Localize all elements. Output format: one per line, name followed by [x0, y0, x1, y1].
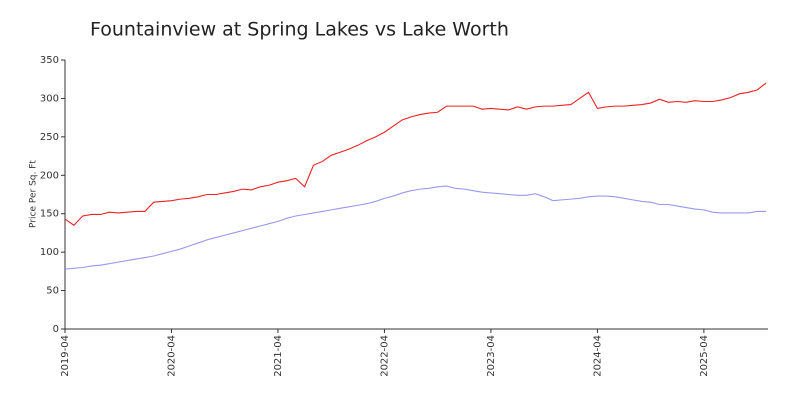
line-series [64, 185, 766, 270]
y-tick-label: 350 [40, 55, 59, 66]
x-tick-label: 2020-04 [166, 335, 177, 377]
y-tick-label: 250 [40, 132, 59, 143]
y-tick-label: 100 [40, 247, 59, 258]
chart-title: Fountainview at Spring Lakes vs Lake Wor… [90, 19, 509, 41]
y-tick-label: 50 [46, 286, 59, 297]
x-tick-label: 2022-04 [379, 335, 390, 377]
line-series [64, 82, 767, 226]
y-tick-label: 150 [40, 209, 59, 220]
y-axis-label: Price Per Sq. Ft [29, 160, 39, 228]
y-tick-label: 300 [40, 93, 59, 104]
y-tick-label: 0 [53, 324, 59, 335]
x-tick-label: 2023-04 [486, 335, 497, 377]
x-tick-label: 2019-04 [60, 335, 71, 377]
x-tick-label: 2024-04 [592, 335, 603, 377]
y-tick-label: 200 [40, 170, 59, 181]
x-tick-label: 2021-04 [273, 335, 284, 377]
x-tick-label: 2025-04 [699, 335, 710, 377]
